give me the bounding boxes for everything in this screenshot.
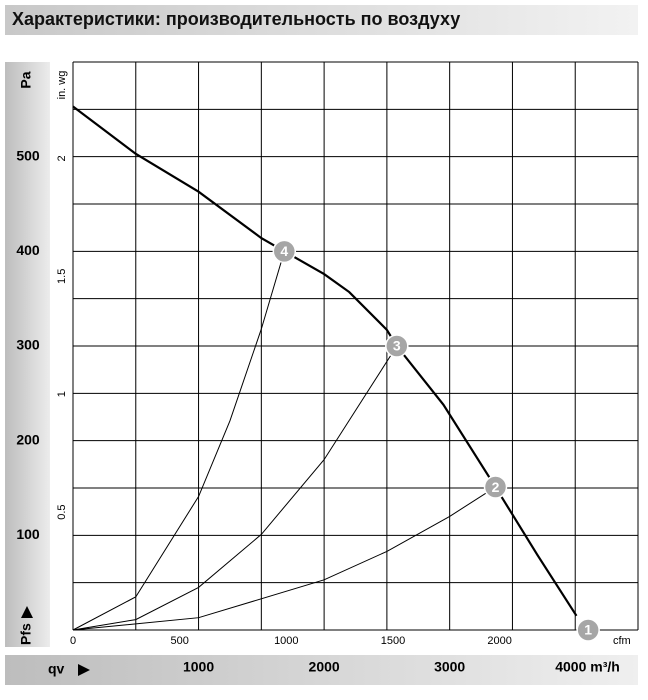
- chart-title: Характеристики: производительность по во…: [12, 9, 460, 29]
- y-axis-label: Pfs: [18, 623, 34, 645]
- x2-tick-label: 0: [70, 635, 76, 647]
- x2-axis-label: cfm: [613, 635, 631, 647]
- y-arrow: [21, 606, 33, 618]
- x-axis-strip: [5, 655, 638, 685]
- x2-tick-label: 1500: [381, 635, 405, 647]
- operating-point: [576, 618, 600, 642]
- operating-point-label: 2: [492, 479, 500, 495]
- y2-tick-label: 2: [56, 155, 68, 161]
- y-tick-label: 400: [16, 242, 40, 258]
- y-tick-label: 200: [16, 431, 40, 447]
- y2-tick-label: 0.5: [56, 504, 68, 519]
- y-tick-label: 100: [16, 526, 40, 542]
- y-tick-label: 500: [16, 147, 40, 163]
- x-tick-label: 2000: [309, 659, 340, 675]
- operating-point-label: 1: [584, 622, 592, 638]
- operating-point-label: 4: [280, 243, 288, 259]
- operating-point: [385, 334, 409, 358]
- x-axis-label: qv: [48, 661, 65, 677]
- x-tick-label: 4000 m³/h: [555, 659, 620, 675]
- y-axis-strip: [5, 62, 50, 647]
- title-bar: [5, 5, 638, 35]
- x2-tick-label: 2000: [487, 635, 511, 647]
- y-tick-label: 300: [16, 337, 40, 353]
- x-arrow: [78, 664, 90, 676]
- y2-tick-label: 1: [56, 391, 68, 397]
- x-tick-label: 3000: [434, 659, 465, 675]
- x-tick-label: 1000: [183, 659, 214, 675]
- y2-tick-label: 1.5: [56, 269, 68, 284]
- x2-tick-label: 1000: [274, 635, 298, 647]
- y2-axis-label: in. wg: [56, 71, 68, 100]
- operating-point: [483, 475, 508, 499]
- series-line: [72, 345, 398, 631]
- operating-point-label: 3: [393, 338, 401, 354]
- series-line: [72, 105, 578, 617]
- x2-tick-label: 500: [170, 635, 188, 647]
- series-line: [72, 251, 285, 631]
- y-unit: Pa: [18, 71, 34, 88]
- operating-point: [272, 239, 297, 264]
- series-line: [72, 486, 496, 631]
